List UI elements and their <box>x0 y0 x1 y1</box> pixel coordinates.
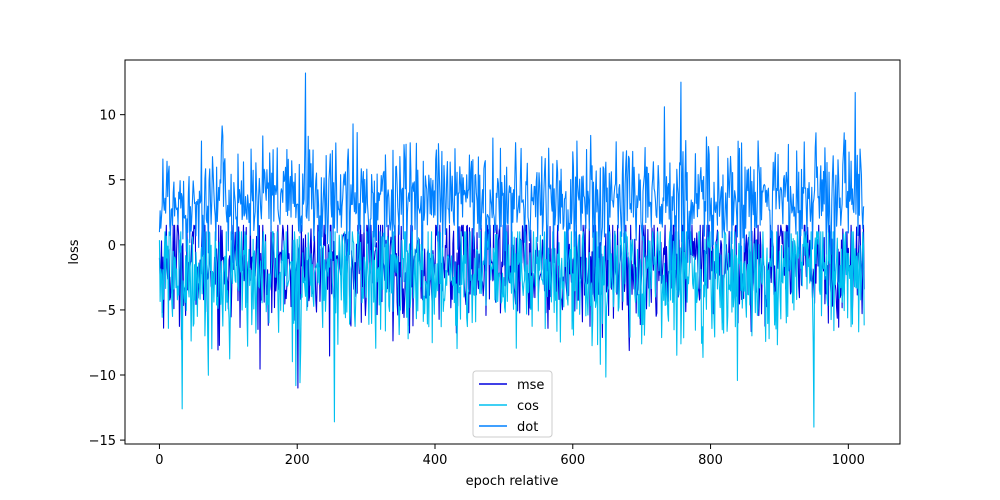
y-tick-label: 10 <box>99 109 116 124</box>
x-tick-label: 200 <box>285 453 310 468</box>
y-tick-label: −15 <box>89 434 116 449</box>
legend-label-cos: cos <box>517 399 539 414</box>
y-tick-label: −10 <box>89 369 116 384</box>
legend-label-dot: dot <box>517 420 538 435</box>
y-tick-label: −5 <box>97 304 116 319</box>
x-tick-label: 400 <box>423 453 448 468</box>
y-tick-label: 0 <box>108 239 116 254</box>
y-tick-label: 5 <box>108 174 116 189</box>
x-tick-label: 600 <box>560 453 585 468</box>
legend-label-mse: mse <box>517 378 544 393</box>
y-axis-ticks: −15 −10 −5 0 5 10 <box>89 109 125 449</box>
x-tick-label: 800 <box>698 453 723 468</box>
x-tick-label: 0 <box>155 453 163 468</box>
legend: mse cos dot <box>472 370 553 438</box>
y-axis-label: loss <box>67 239 82 264</box>
x-axis-label: epoch relative <box>466 474 559 489</box>
x-axis-ticks: 0 200 400 600 800 1000 <box>155 444 865 468</box>
series-line-dot <box>158 72 865 272</box>
series-line-cos <box>158 231 865 428</box>
x-tick-label: 1000 <box>832 453 865 468</box>
series-layer <box>158 72 865 428</box>
plot-area-frame <box>124 59 901 445</box>
legend-box <box>472 370 553 438</box>
